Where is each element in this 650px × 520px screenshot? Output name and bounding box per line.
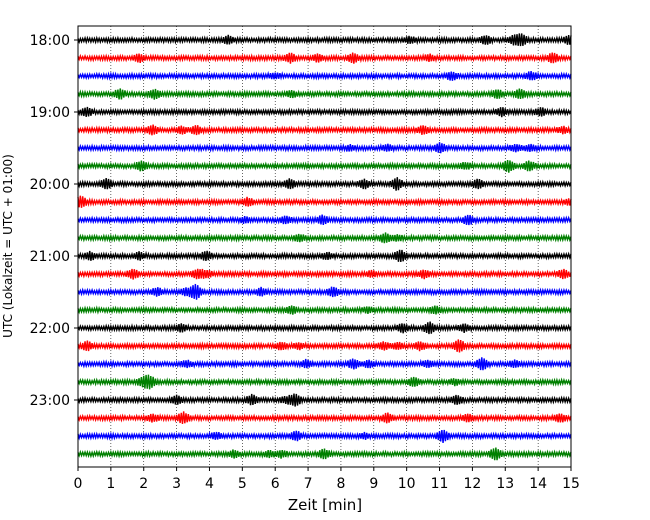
seismic-trace [77,305,572,315]
x-tick-label: 15 [562,476,580,492]
seismic-trace [77,249,572,263]
x-tick-label: 2 [139,476,148,492]
seismic-trace [77,106,572,118]
seismic-trace [77,52,572,64]
x-tick-label: 0 [74,476,83,492]
seismic-trace [77,195,572,208]
y-tick-label: 19:00 [30,105,70,121]
y-tick-label: 20:00 [30,177,70,193]
seismic-trace [77,159,572,173]
x-tick-label: 13 [496,476,514,492]
seismic-trace [77,33,572,47]
seismic-trace [77,447,572,461]
y-axis-ticks: 18:00 19:00 20:00 21:00 22:00 23:00 [30,33,78,409]
plot-frame [77,25,572,468]
y-tick-label: 22:00 [30,321,70,337]
seismic-trace [77,321,572,335]
seismic-trace [77,357,572,371]
seismic-trace [77,283,572,300]
y-tick-label: 23:00 [30,393,70,409]
x-tick-label: 6 [271,476,280,492]
seismic-trace [77,268,572,280]
seismic-trace [77,393,572,407]
x-tick-label: 8 [336,476,345,492]
seismic-trace [77,429,572,444]
x-axis-ticks: 0 1 2 3 4 5 6 7 8 9 10 11 12 13 14 15 [74,467,580,492]
seismic-trace [77,124,572,136]
x-tick-label: 1 [106,476,115,492]
x-tick-label: 9 [369,476,378,492]
x-tick-label: 3 [172,476,181,492]
x-tick-label: 5 [238,476,247,492]
y-axis-label: UTC (Lokalzeit = UTC + 01:00) [1,154,15,338]
seismic-trace [77,411,572,425]
x-tick-label: 12 [463,476,481,492]
x-tick-label: 4 [205,476,214,492]
x-tick-label: 10 [398,476,416,492]
x-tick-label: 14 [529,476,547,492]
y-tick-label: 18:00 [30,33,70,49]
seismic-trace [77,70,572,81]
seismic-trace [77,232,572,244]
x-tick-label: 11 [431,476,449,492]
y-tick-label: 21:00 [30,249,70,265]
x-axis-label: Zeit [min] [288,496,362,514]
seismic-trace [77,88,572,100]
seismic-trace [77,142,572,154]
seismic-trace [77,214,572,226]
x-tick-label: 7 [304,476,313,492]
seismic-trace [77,374,572,390]
seismic-trace [77,339,572,353]
seismic-trace [77,177,572,191]
seismic-traces [77,33,572,461]
